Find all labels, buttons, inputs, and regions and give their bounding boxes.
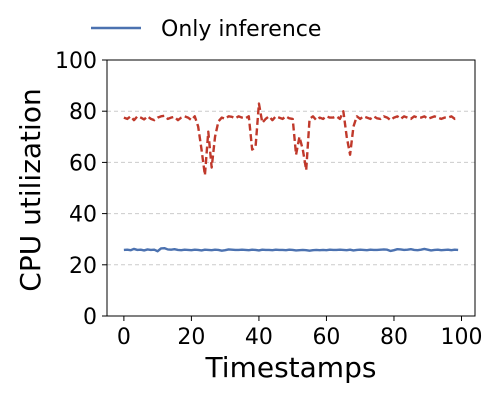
- y-tick-label: 60: [69, 151, 97, 176]
- y-tick-label: 100: [55, 49, 97, 74]
- legend-label-only-inference: Only inference: [161, 17, 321, 42]
- legend: Only inference: [91, 17, 321, 42]
- series-line-1: [123, 102, 459, 177]
- y-tick-label: 0: [83, 305, 97, 330]
- grid-lines: [107, 110, 475, 266]
- y-tick-label: 40: [69, 203, 97, 228]
- x-tick-label: 20: [177, 325, 205, 350]
- series-line-0: [123, 246, 459, 253]
- x-tick-label: 0: [117, 325, 131, 350]
- y-axis-title: CPU utilization: [14, 88, 47, 291]
- x-tick-label: 60: [312, 325, 340, 350]
- y-tick-label: 80: [69, 100, 97, 125]
- y-tick-label: 20: [69, 254, 97, 279]
- series-lines: [123, 102, 459, 253]
- plot-frame: [106, 59, 476, 317]
- x-axis-title: Timestamps: [205, 351, 377, 384]
- x-tick-label: 40: [245, 325, 273, 350]
- axis-ticks: 0 20 40 60 80 100 0 20 40 60 80 100: [55, 49, 482, 350]
- x-tick-label: 100: [440, 325, 482, 350]
- x-tick-label: 80: [380, 325, 408, 350]
